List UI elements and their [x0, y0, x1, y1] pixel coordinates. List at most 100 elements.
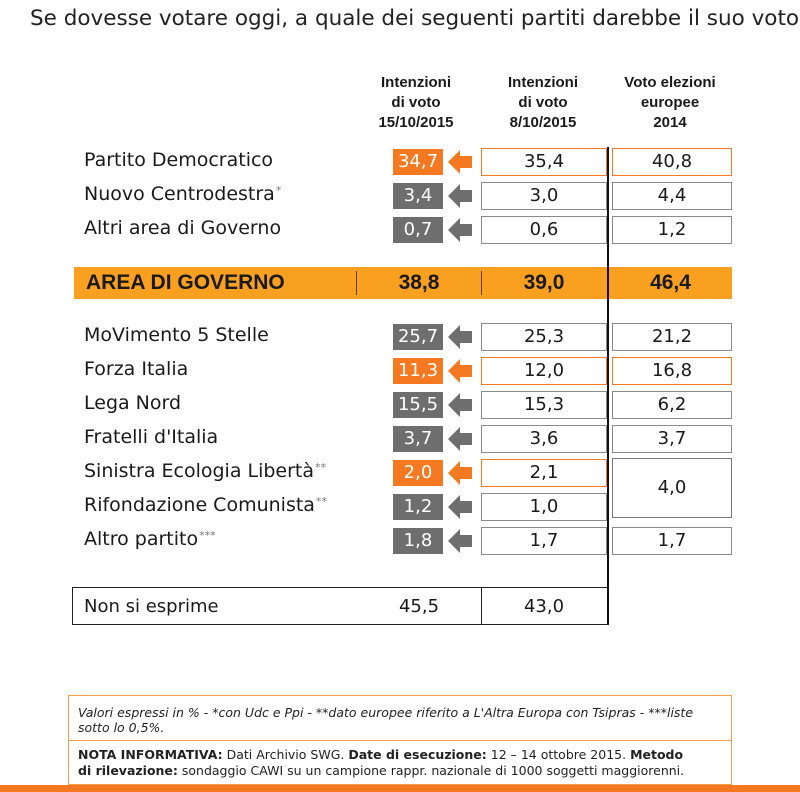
party-footnote-mark: **	[315, 495, 327, 508]
party-footnote-mark: **	[315, 461, 327, 474]
trend-arrow-icon	[448, 426, 472, 452]
europee-value-box: 1,7	[612, 527, 732, 555]
party-name: Nuovo Centrodestra	[84, 183, 275, 205]
rilevazione-label: di rilevazione:	[78, 763, 178, 778]
trend-arrow-icon	[448, 460, 472, 486]
notes-values-line2: sotto lo 0,5%.	[78, 720, 165, 735]
non-si-esprime-current: 45,5	[398, 596, 440, 617]
previous-value-box: 3,6	[481, 425, 607, 453]
nota-text: Dati Archivio SWG.	[222, 747, 349, 762]
header-previous-line3: 8/10/2015	[509, 114, 577, 131]
current-value-box: 1,2	[393, 494, 443, 520]
header-current-line3: 15/10/2015	[378, 114, 454, 131]
trend-arrow-icon	[448, 358, 472, 384]
previous-value-box: 1,7	[481, 527, 607, 555]
trend-arrow-icon	[448, 149, 472, 175]
current-value-box: 15,5	[393, 392, 443, 418]
trend-arrow-icon	[448, 494, 472, 520]
current-value-box: 11,3	[393, 358, 443, 384]
party-footnote-mark: *	[275, 184, 282, 197]
europee-value-box-merged: 4,0	[612, 458, 732, 518]
non-si-esprime-frame	[72, 587, 609, 625]
party-label: Sinistra Ecologia Libertà**	[84, 460, 326, 482]
column-divider	[607, 147, 609, 625]
party-label: Altri area di Governo	[84, 217, 281, 239]
date-label: Date di esecuzione:	[348, 747, 487, 762]
party-name: Altro partito	[84, 528, 199, 550]
header-previous-line1: Intenzioni	[508, 74, 578, 91]
europee-value-box: 6,2	[612, 391, 732, 419]
previous-value-box: 15,3	[481, 391, 607, 419]
current-value-box: 3,4	[393, 183, 443, 209]
previous-value-box: 35,4	[481, 148, 607, 176]
area-governo-previous: 39,0	[523, 271, 565, 294]
previous-value-box: 3,0	[481, 182, 607, 210]
europee-value-box: 16,8	[612, 357, 732, 385]
party-name: Rifondazione Comunista	[84, 494, 315, 516]
previous-value-box: 25,3	[481, 323, 607, 351]
trend-arrow-icon	[448, 528, 472, 554]
trend-arrow-icon	[448, 217, 472, 243]
party-label: Partito Democratico	[84, 149, 273, 171]
current-value-box: 0,7	[393, 217, 443, 243]
area-governo-current: 38,8	[398, 271, 440, 294]
footer-bar	[0, 785, 800, 792]
party-footnote-mark: ***	[199, 529, 216, 542]
europee-value-box: 21,2	[612, 323, 732, 351]
notes-separator	[69, 740, 731, 741]
party-name: Forza Italia	[84, 358, 189, 380]
party-name: Fratelli d'Italia	[84, 426, 219, 448]
previous-value-box: 0,6	[481, 216, 607, 244]
area-governo-europee: 46,4	[650, 271, 691, 294]
header-current: Intenzioni di voto 15/10/2015	[358, 73, 474, 133]
current-value-box: 1,8	[393, 528, 443, 554]
previous-value-box: 12,0	[481, 357, 607, 385]
notes-box	[68, 695, 732, 785]
area-governo-band	[74, 267, 732, 299]
europee-value-box: 3,7	[612, 425, 732, 453]
current-value-box: 2,0	[393, 460, 443, 486]
nota-label: NOTA INFORMATIVA:	[78, 747, 223, 762]
date-text: 12 – 14 ottobre 2015.	[486, 747, 631, 762]
header-europee-line3: 2014	[653, 114, 687, 131]
trend-arrow-icon	[448, 183, 472, 209]
europee-value-box: 40,8	[612, 148, 732, 176]
europee-value-box: 1,2	[612, 216, 732, 244]
area-governo-separator	[481, 271, 482, 295]
header-current-line2: di voto	[391, 94, 441, 111]
party-label: Fratelli d'Italia	[84, 426, 218, 448]
header-europee-line1: Voto elezioni	[624, 74, 716, 91]
party-label: Nuovo Centrodestra*	[84, 183, 281, 205]
current-value-box: 25,7	[393, 324, 443, 350]
europee-value-box: 4,4	[612, 182, 732, 210]
header-europee: Voto elezioni europee 2014	[609, 73, 731, 133]
non-si-esprime-previous: 43,0	[523, 596, 565, 617]
current-value-box: 3,7	[393, 426, 443, 452]
previous-value-box: 2,1	[481, 459, 607, 487]
trend-arrow-icon	[448, 324, 472, 350]
previous-value-box: 1,0	[481, 493, 607, 521]
metodo-label: Metodo	[630, 747, 684, 762]
area-governo-separator	[356, 271, 357, 295]
header-europee-line2: europee	[640, 94, 700, 111]
non-si-esprime-label: Non si esprime	[84, 596, 219, 617]
nota-informativa-line1: NOTA INFORMATIVA: Dati Archivio SWG. Dat…	[78, 747, 728, 762]
party-name: Lega Nord	[84, 392, 182, 414]
non-si-esprime-divider	[481, 587, 482, 625]
party-label: MoVimento 5 Stelle	[84, 324, 269, 346]
party-label: Altro partito***	[84, 528, 216, 550]
party-label: Lega Nord	[84, 392, 181, 414]
party-name: Altri area di Governo	[84, 217, 282, 239]
header-previous: Intenzioni di voto 8/10/2015	[482, 73, 604, 133]
party-name: MoVimento 5 Stelle	[84, 324, 269, 346]
party-name: Sinistra Ecologia Libertà	[84, 460, 315, 482]
area-governo-label: AREA DI GOVERNO	[86, 271, 285, 294]
page-title: Se dovesse votare oggi, a quale dei segu…	[30, 6, 800, 31]
trend-arrow-icon	[448, 392, 472, 418]
nota-informativa-line2: di rilevazione: sondaggio CAWI su un cam…	[78, 763, 728, 778]
current-value-box: 34,7	[393, 149, 443, 175]
header-previous-line2: di voto	[518, 94, 568, 111]
header-current-line1: Intenzioni	[381, 74, 451, 91]
party-label: Forza Italia	[84, 358, 188, 380]
party-label: Rifondazione Comunista**	[84, 494, 327, 516]
